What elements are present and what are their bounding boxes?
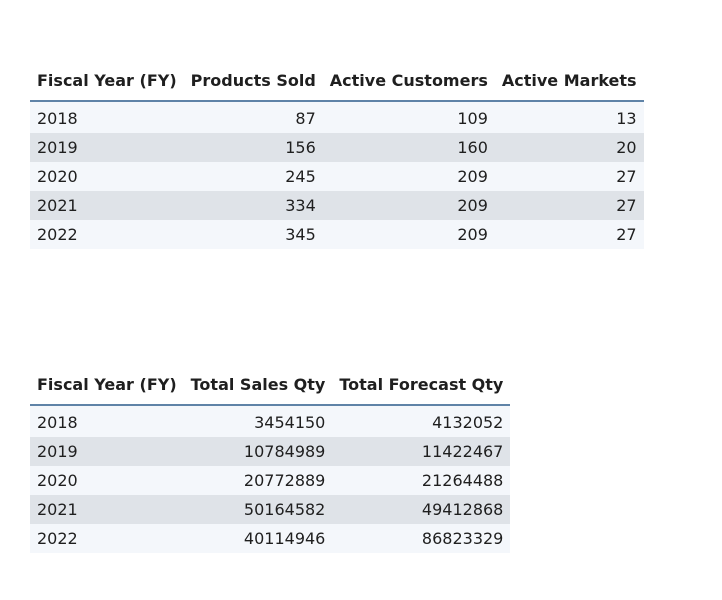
cell-total-sales-qty: 40114946 (243, 529, 326, 548)
cell-active-customers: 209 (457, 196, 488, 215)
cell-fiscal-year: 2018 (37, 413, 78, 432)
table-row[interactable]: 2018 87 109 13 (30, 101, 644, 133)
cell-active-markets: 20 (616, 138, 637, 157)
cell-fiscal-year: 2018 (37, 109, 78, 128)
cell-active-customers: 109 (457, 109, 488, 128)
cell-fiscal-year: 2022 (37, 529, 78, 548)
cell-total-sales-qty: 10784989 (243, 442, 326, 461)
table-row[interactable]: 2021 50164582 49412868 (30, 495, 511, 524)
cell-active-markets: 13 (616, 109, 637, 128)
cell-total-forecast-qty: 49412868 (421, 500, 504, 519)
kpi-table: Fiscal Year (FY) Products Sold Active Cu… (30, 62, 644, 249)
cell-products-sold: 156 (285, 138, 316, 157)
cell-active-customers: 209 (457, 167, 488, 186)
cell-products-sold: 245 (285, 167, 316, 186)
cell-products-sold: 334 (285, 196, 316, 215)
sales-forecast-table: Fiscal Year (FY) Total Sales Qty Total F… (30, 366, 511, 553)
cell-total-sales-qty: 3454150 (254, 413, 326, 432)
table-row[interactable]: 2019 10784989 11422467 (30, 437, 511, 466)
cell-fiscal-year: 2021 (37, 196, 78, 215)
cell-fiscal-year: 2021 (37, 500, 78, 519)
cell-products-sold: 345 (285, 225, 316, 244)
cell-active-markets: 27 (616, 225, 637, 244)
column-header-fiscal-year[interactable]: Fiscal Year (FY) (37, 375, 177, 394)
sales-forecast-table-visual: Fiscal Year (FY) Total Sales Qty Total F… (30, 366, 511, 553)
column-header-active-markets[interactable]: Active Markets (501, 71, 637, 90)
cell-fiscal-year: 2020 (37, 167, 78, 186)
cell-active-markets: 27 (616, 167, 637, 186)
cell-fiscal-year: 2019 (37, 138, 78, 157)
table-row[interactable]: 2019 156 160 20 (30, 133, 644, 162)
cell-active-markets: 27 (616, 196, 637, 215)
table-row[interactable]: 2021 334 209 27 (30, 191, 644, 220)
table-row[interactable]: 2022 345 209 27 (30, 220, 644, 249)
cell-fiscal-year: 2019 (37, 442, 78, 461)
cell-fiscal-year: 2022 (37, 225, 78, 244)
column-header-active-customers[interactable]: Active Customers (329, 71, 488, 90)
cell-total-forecast-qty: 11422467 (421, 442, 504, 461)
table-row[interactable]: 2018 3454150 4132052 (30, 405, 511, 437)
cell-total-forecast-qty: 4132052 (432, 413, 504, 432)
column-header-fiscal-year[interactable]: Fiscal Year (FY) (37, 71, 177, 90)
table-row[interactable]: 2022 40114946 86823329 (30, 524, 511, 553)
cell-total-sales-qty: 20772889 (243, 471, 326, 490)
cell-fiscal-year: 2020 (37, 471, 78, 490)
table-row[interactable]: 2020 245 209 27 (30, 162, 644, 191)
kpi-table-visual: Fiscal Year (FY) Products Sold Active Cu… (30, 62, 644, 249)
column-header-total-forecast-qty[interactable]: Total Forecast Qty (339, 375, 504, 394)
table-header-row: Fiscal Year (FY) Total Sales Qty Total F… (30, 366, 511, 405)
cell-products-sold: 87 (295, 109, 316, 128)
column-header-products-sold[interactable]: Products Sold (190, 71, 316, 90)
cell-total-forecast-qty: 21264488 (421, 471, 504, 490)
cell-active-customers: 209 (457, 225, 488, 244)
cell-total-forecast-qty: 86823329 (421, 529, 504, 548)
table-header-row: Fiscal Year (FY) Products Sold Active Cu… (30, 62, 644, 101)
cell-active-customers: 160 (457, 138, 488, 157)
cell-total-sales-qty: 50164582 (243, 500, 326, 519)
table-row[interactable]: 2020 20772889 21264488 (30, 466, 511, 495)
column-header-total-sales-qty[interactable]: Total Sales Qty (190, 375, 326, 394)
